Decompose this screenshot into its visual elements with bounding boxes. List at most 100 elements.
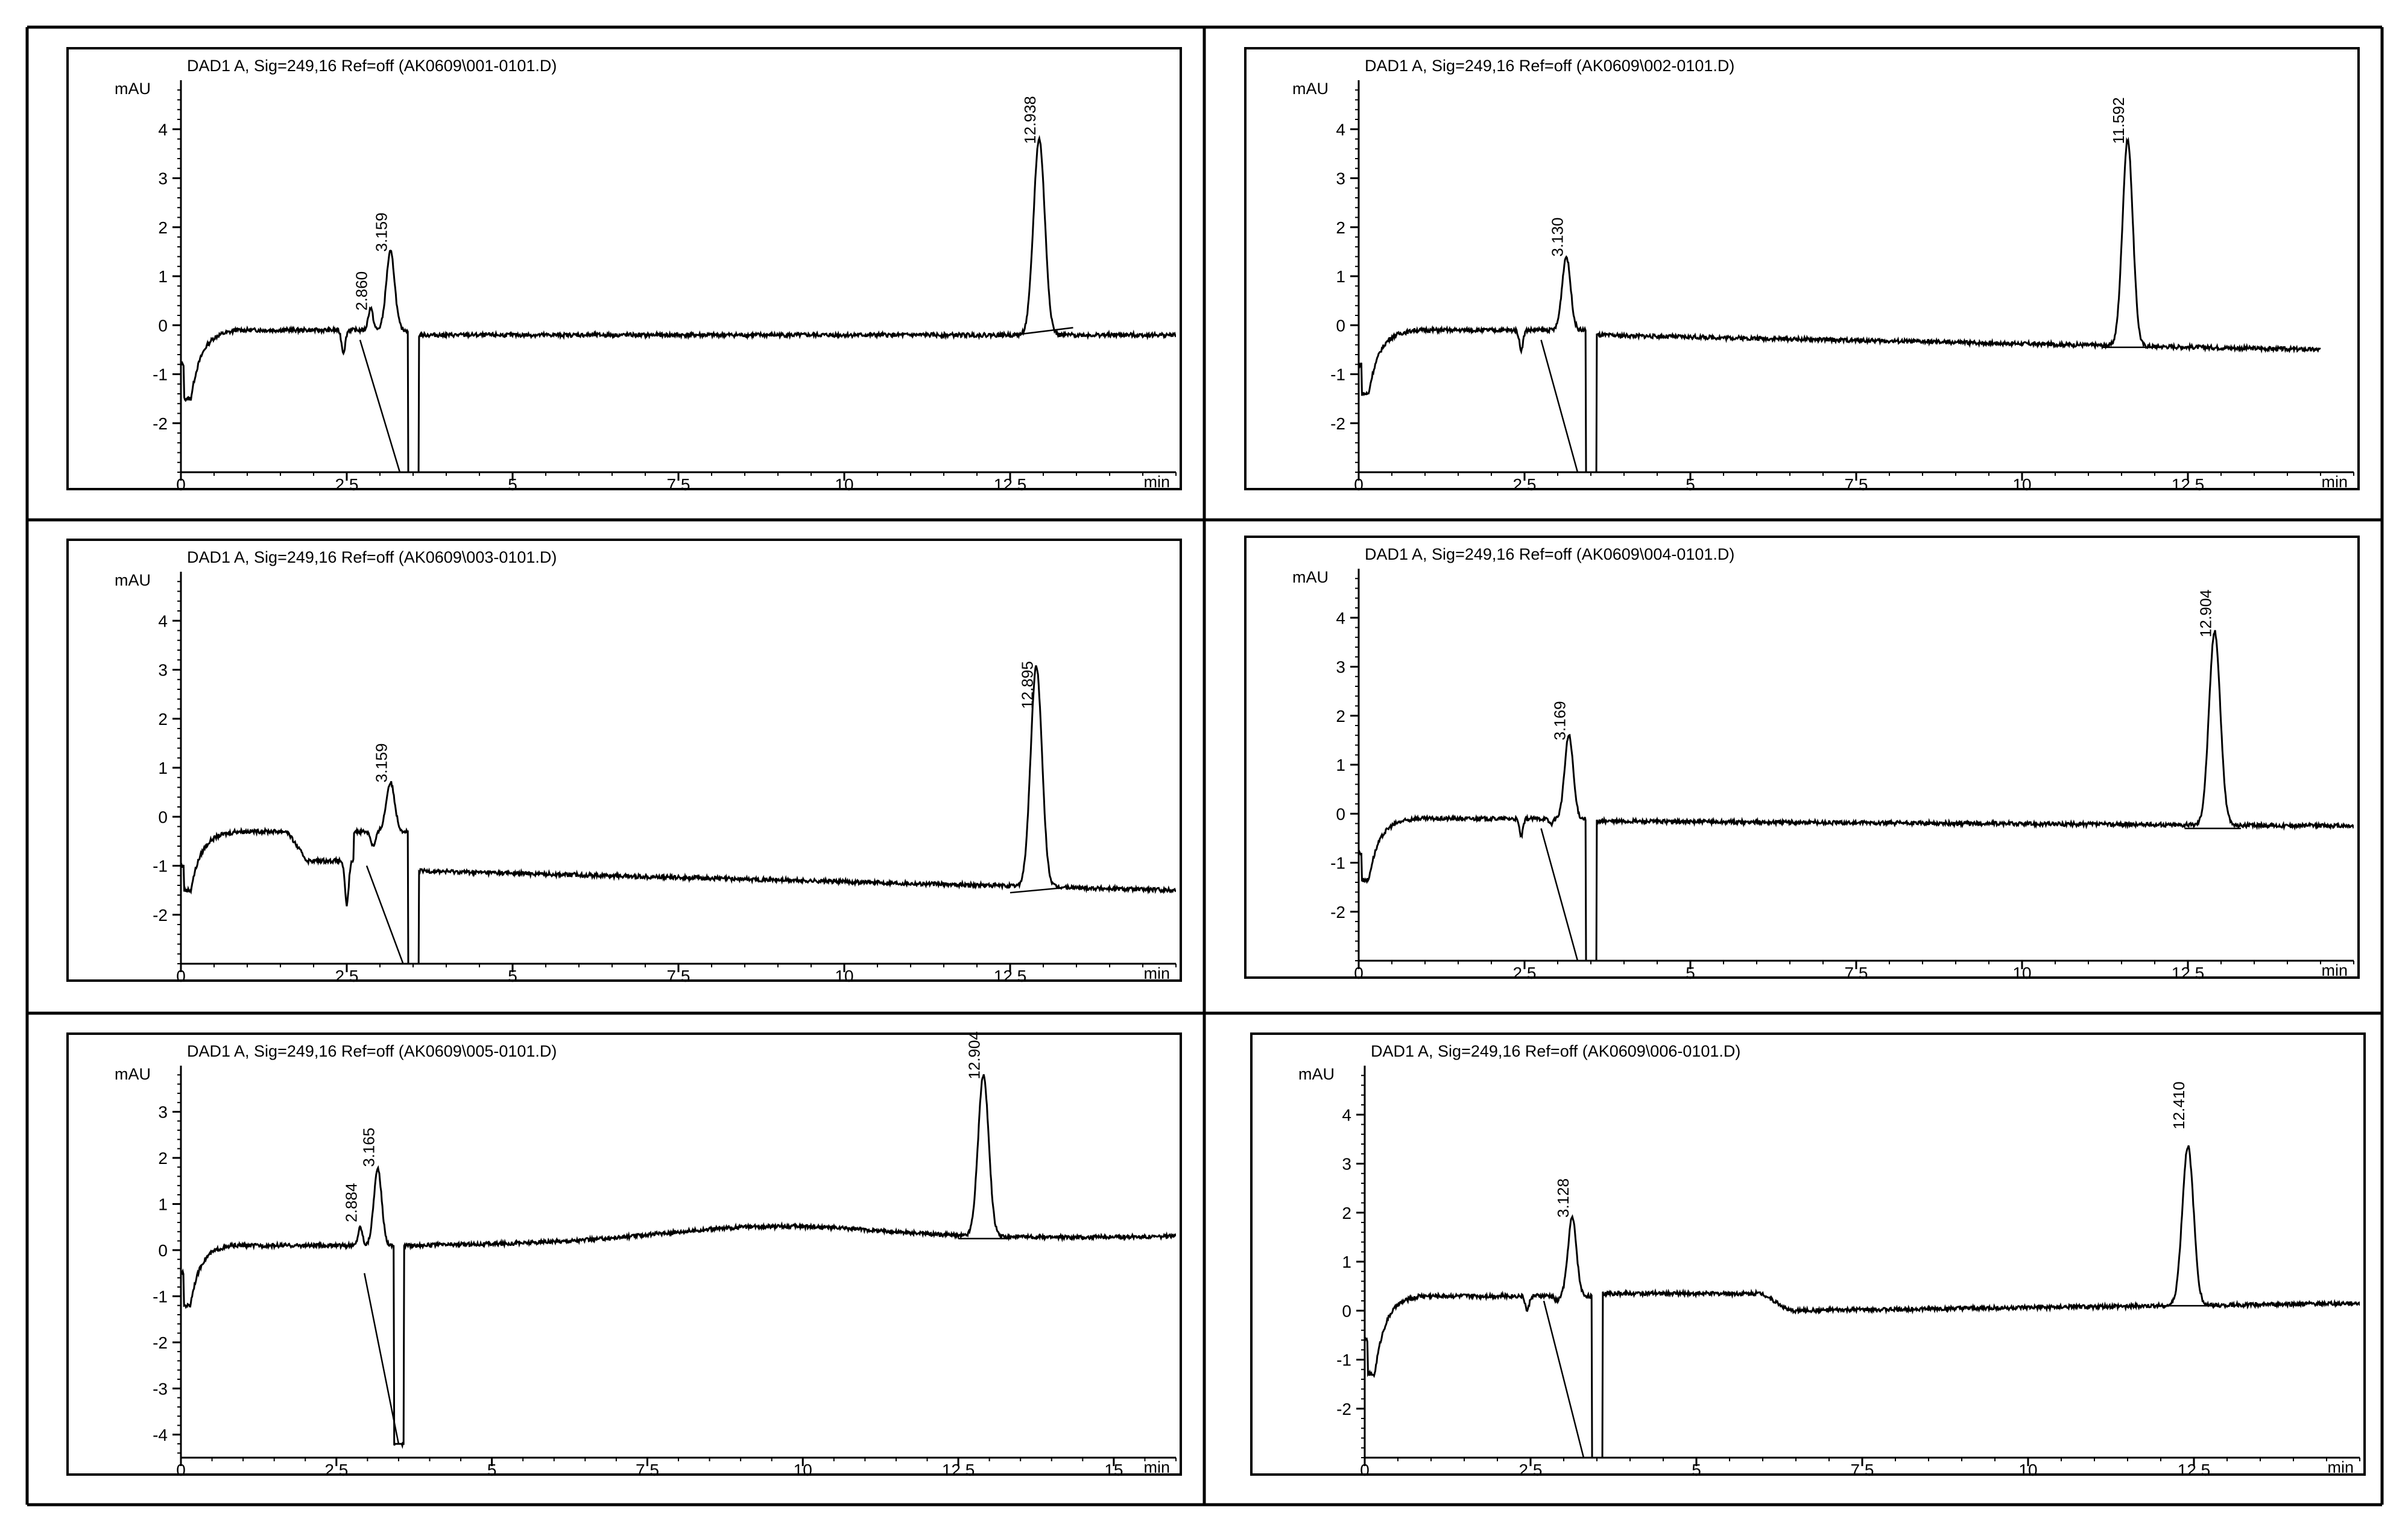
plot-area (1365, 1145, 2360, 1458)
y-axis-label: mAU (1298, 1065, 1335, 1083)
peak-label: 2.884 (342, 1183, 360, 1222)
signal-trace (1359, 630, 2354, 961)
peak-label: 3.130 (1548, 218, 1566, 257)
y-tick-label: 1 (158, 759, 168, 777)
peak-label: 3.169 (1551, 701, 1569, 740)
y-tick-label: 3 (158, 169, 168, 188)
x-axis-label: min (1143, 1458, 1170, 1476)
x-tick-label: 5 (508, 475, 517, 494)
peak-label: 12.410 (2170, 1081, 2188, 1130)
x-tick-label: 7.5 (667, 475, 690, 494)
integration-baseline-diagonal (1540, 340, 1579, 472)
x-tick-label: 5 (1686, 964, 1695, 982)
y-tick-label: 4 (1336, 120, 1345, 139)
y-tick-label: -1 (1330, 854, 1345, 873)
chart-1: DAD1 A, Sig=249,16 Ref=off (AK0609\001-0… (66, 47, 1182, 494)
y-tick-label: -3 (153, 1379, 168, 1398)
y-tick-label: -2 (153, 414, 168, 433)
y-tick-label: 2 (1342, 1204, 1351, 1222)
plot-area (1359, 136, 2321, 472)
chart-6: DAD1 A, Sig=249,16 Ref=off (AK0609\006-0… (1250, 1032, 2366, 1479)
x-tick-label: 7.5 (1845, 475, 1868, 494)
x-tick-label: 7.5 (1845, 964, 1868, 982)
x-tick-label: 12.5 (2172, 964, 2205, 982)
y-axis-label: mAU (115, 1065, 151, 1083)
y-tick-label: 3 (1336, 658, 1345, 677)
peak-label: 12.938 (1021, 96, 1039, 144)
peak-label: 11.592 (2109, 97, 2128, 144)
y-tick-label: 0 (1336, 316, 1345, 335)
signal-trace (181, 134, 1176, 472)
x-tick-label: 7.5 (667, 967, 690, 985)
y-tick-label: 3 (158, 1102, 168, 1121)
x-tick-label: 0 (1354, 475, 1364, 494)
x-tick-label: 12.5 (994, 475, 1027, 494)
peak-label: 12.895 (1018, 661, 1036, 709)
y-tick-label: -2 (1330, 414, 1345, 433)
x-axis-label: min (2327, 1458, 2354, 1476)
chart-3: DAD1 A, Sig=249,16 Ref=off (AK0609\003-0… (66, 539, 1182, 985)
chart-frame (66, 539, 1182, 982)
peak-label: 12.904 (965, 1031, 984, 1080)
y-tick-label: 4 (158, 612, 168, 630)
chart-frame (66, 1032, 1182, 1476)
plot-area (181, 1074, 1176, 1449)
y-tick-label: 1 (158, 1195, 168, 1213)
y-tick-label: 1 (158, 267, 168, 286)
chart-frame (1244, 47, 2360, 490)
y-tick-label: 2 (1336, 707, 1345, 726)
chart-frame (1250, 1032, 2366, 1476)
x-tick-label: 0 (1354, 964, 1364, 982)
y-tick-label: 0 (1336, 805, 1345, 823)
y-tick-label: -2 (1336, 1400, 1351, 1418)
x-axis-label: min (2321, 961, 2348, 979)
y-axis-label: mAU (115, 80, 151, 98)
plot-area (181, 134, 1176, 472)
signal-trace (181, 665, 1176, 964)
x-tick-label: 7.5 (636, 1461, 659, 1479)
y-tick-label: 2 (158, 218, 168, 237)
x-axis-label: min (1143, 473, 1170, 491)
x-tick-label: 0 (176, 475, 186, 494)
x-tick-label: 12.5 (2172, 475, 2205, 494)
x-tick-label: 2.5 (324, 1461, 348, 1479)
integration-baseline-diagonal (359, 340, 401, 472)
chart-4: DAD1 A, Sig=249,16 Ref=off (AK0609\004-0… (1244, 536, 2360, 982)
x-tick-label: 10 (2012, 475, 2031, 494)
x-tick-label: 10 (835, 475, 853, 494)
x-tick-label: 12.5 (994, 967, 1027, 985)
y-tick-label: -2 (153, 906, 168, 925)
signal-trace (1359, 136, 2321, 472)
x-tick-label: 2.5 (335, 967, 359, 985)
x-tick-label: 10 (2012, 964, 2031, 982)
y-tick-label: -2 (153, 1333, 168, 1352)
y-tick-label: 2 (158, 1149, 168, 1168)
y-axis-label: mAU (1292, 568, 1329, 586)
x-tick-label: 5 (487, 1461, 497, 1479)
chart-title: DAD1 A, Sig=249,16 Ref=off (AK0609\003-0… (187, 548, 557, 566)
y-tick-label: -1 (1330, 365, 1345, 384)
chart-title: DAD1 A, Sig=249,16 Ref=off (AK0609\004-0… (1365, 545, 1734, 563)
y-tick-label: 0 (158, 1241, 168, 1260)
y-tick-label: 3 (1336, 169, 1345, 188)
y-tick-label: 0 (158, 316, 168, 335)
x-tick-label: 2.5 (335, 475, 359, 494)
chart-title: DAD1 A, Sig=249,16 Ref=off (AK0609\006-0… (1371, 1042, 1740, 1060)
integration-baseline (1010, 887, 1064, 894)
x-tick-label: 2.5 (1519, 1461, 1543, 1479)
x-tick-label: 0 (1360, 1461, 1370, 1479)
signal-trace (181, 1074, 1176, 1449)
x-tick-label: 2.5 (1513, 964, 1537, 982)
x-tick-label: 12.5 (942, 1461, 975, 1479)
x-tick-label: 7.5 (1851, 1461, 1874, 1479)
chart-5: DAD1 A, Sig=249,16 Ref=off (AK0609\005-0… (66, 1031, 1182, 1479)
y-tick-label: -2 (1330, 903, 1345, 922)
x-tick-label: 10 (794, 1461, 812, 1479)
x-tick-label: 5 (1686, 475, 1695, 494)
plot-area (181, 665, 1176, 964)
y-tick-label: -4 (153, 1426, 168, 1444)
y-tick-label: 1 (1336, 756, 1345, 774)
x-tick-label: 15 (1104, 1461, 1123, 1479)
x-tick-label: 10 (2018, 1461, 2037, 1479)
